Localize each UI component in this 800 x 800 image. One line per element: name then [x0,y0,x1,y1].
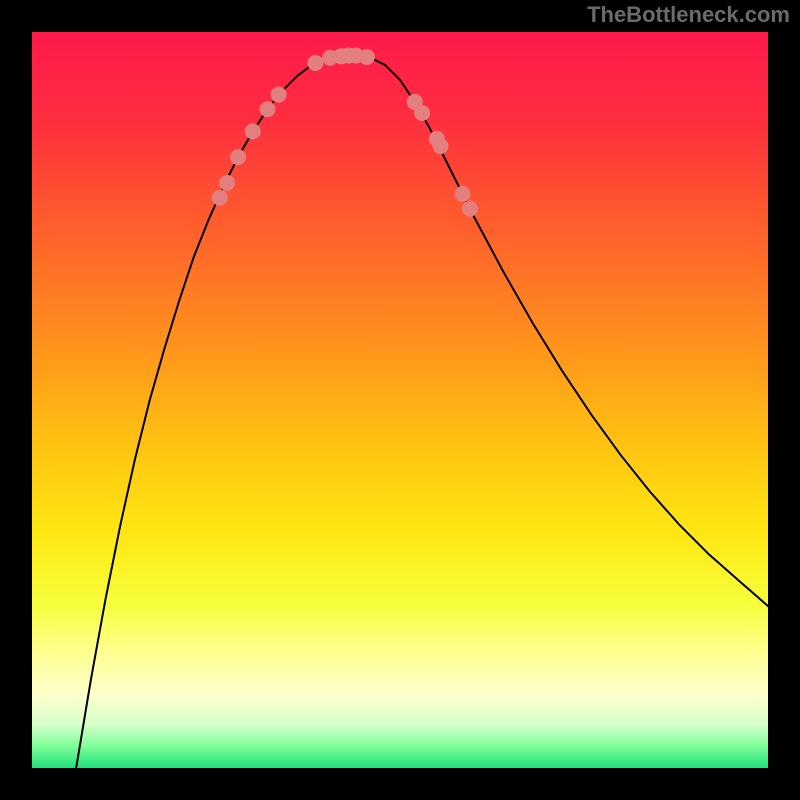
watermark-text: TheBottleneck.com [587,2,790,27]
bottleneck-chart: TheBottleneck.com [0,0,800,800]
data-marker [260,101,276,117]
data-marker [359,49,375,65]
data-marker [414,105,430,121]
data-marker [455,186,471,202]
data-marker [219,175,235,191]
data-marker [271,87,287,103]
chart-plot-bg [32,32,768,768]
chart-svg: TheBottleneck.com [0,0,800,800]
data-marker [432,138,448,154]
data-marker [462,201,478,217]
data-marker [307,55,323,71]
data-marker [230,149,246,165]
data-marker [245,123,261,139]
data-marker [212,190,228,206]
